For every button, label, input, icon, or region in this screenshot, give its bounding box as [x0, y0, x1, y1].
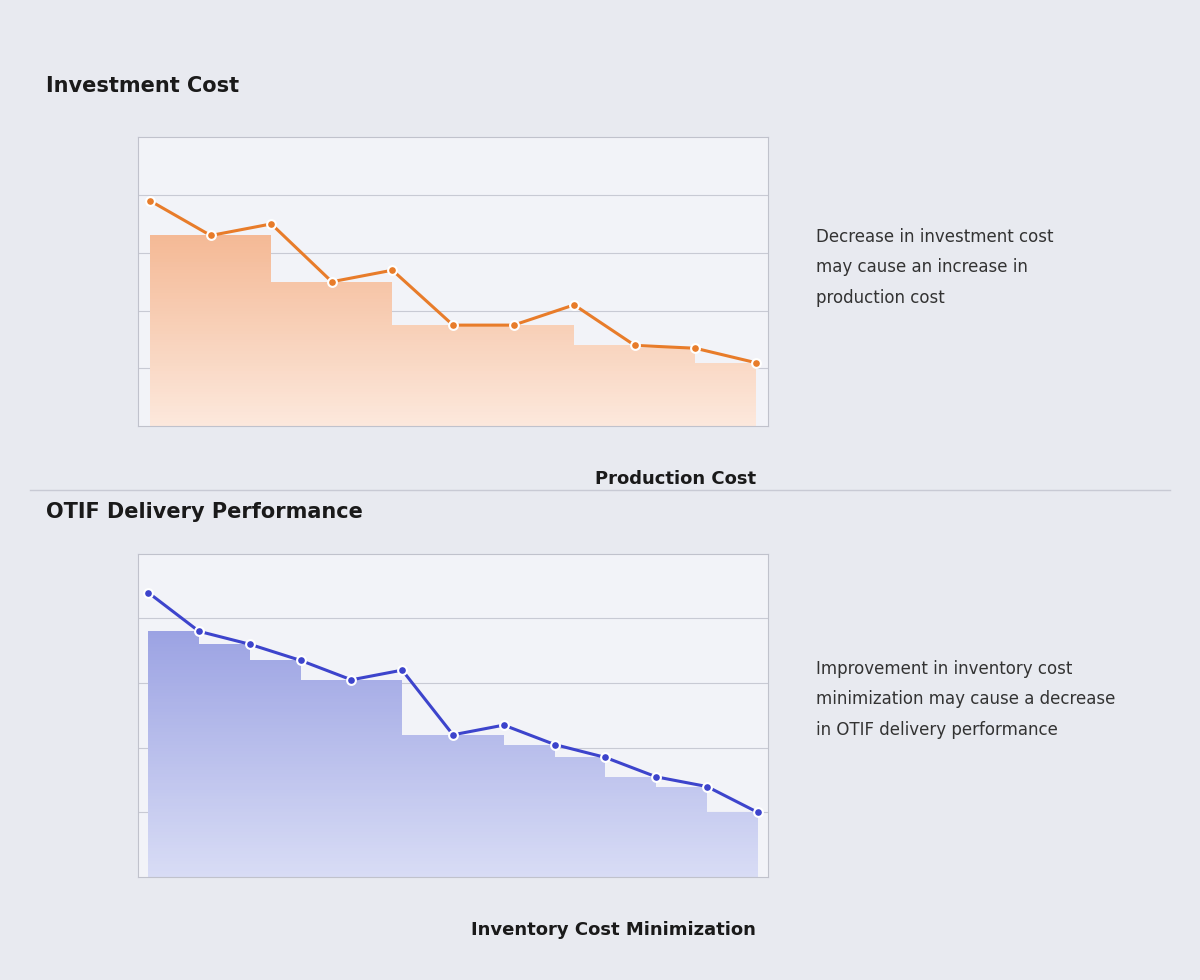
Point	[138, 585, 157, 601]
Text: Inventory Cost Minimization: Inventory Cost Minimization	[472, 921, 756, 939]
Point	[202, 227, 221, 243]
Text: OTIF Delivery Performance: OTIF Delivery Performance	[46, 502, 362, 521]
Point	[749, 805, 768, 820]
Point	[444, 727, 463, 743]
Point	[625, 337, 644, 353]
Point	[140, 193, 160, 209]
Point	[697, 779, 716, 795]
Text: Improvement in inventory cost
minimization may cause a decrease
in OTIF delivery: Improvement in inventory cost minimizati…	[816, 660, 1115, 739]
Point	[746, 355, 766, 370]
Point	[240, 636, 259, 652]
Point	[323, 274, 342, 290]
Point	[444, 318, 463, 333]
Point	[392, 662, 412, 678]
Point	[545, 737, 564, 753]
Point	[190, 623, 209, 639]
Text: Investment Cost: Investment Cost	[46, 76, 239, 96]
Point	[504, 318, 523, 333]
Point	[262, 217, 281, 232]
Point	[596, 750, 616, 765]
Point	[383, 263, 402, 278]
Point	[342, 672, 361, 688]
Point	[647, 769, 666, 785]
Text: Production Cost: Production Cost	[595, 470, 756, 488]
Point	[290, 653, 310, 668]
Point	[564, 297, 583, 313]
Point	[685, 340, 704, 356]
Point	[494, 717, 514, 733]
Text: Decrease in investment cost
may cause an increase in
production cost: Decrease in investment cost may cause an…	[816, 227, 1054, 307]
